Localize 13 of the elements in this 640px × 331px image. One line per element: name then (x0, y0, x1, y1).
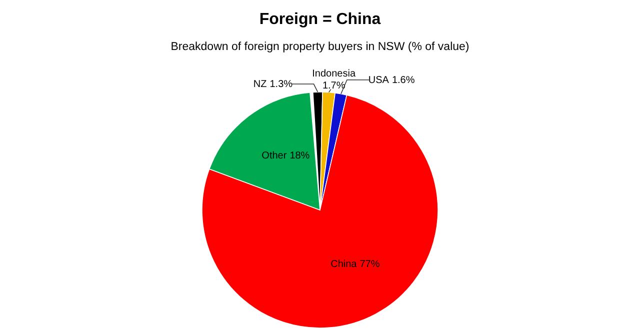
slice-label: China (330, 259, 358, 270)
data-label: 18% (290, 150, 310, 162)
slice-label: Indonesia (312, 68, 356, 80)
data-label: 77% (360, 259, 380, 270)
data-label: 1.7% (322, 80, 346, 92)
chart-title: Foreign = China (259, 11, 381, 28)
slice-label: USA (368, 74, 390, 86)
data-label: 1.6% (392, 74, 415, 86)
data-label: 1.3% (270, 79, 293, 90)
slice-label: Other (262, 150, 288, 162)
chart-subtitle: Breakdown of foreign property buyers in NSW (% of value) (170, 41, 470, 53)
slice-label: NZ (253, 79, 267, 90)
pie-slice (202, 94, 438, 328)
